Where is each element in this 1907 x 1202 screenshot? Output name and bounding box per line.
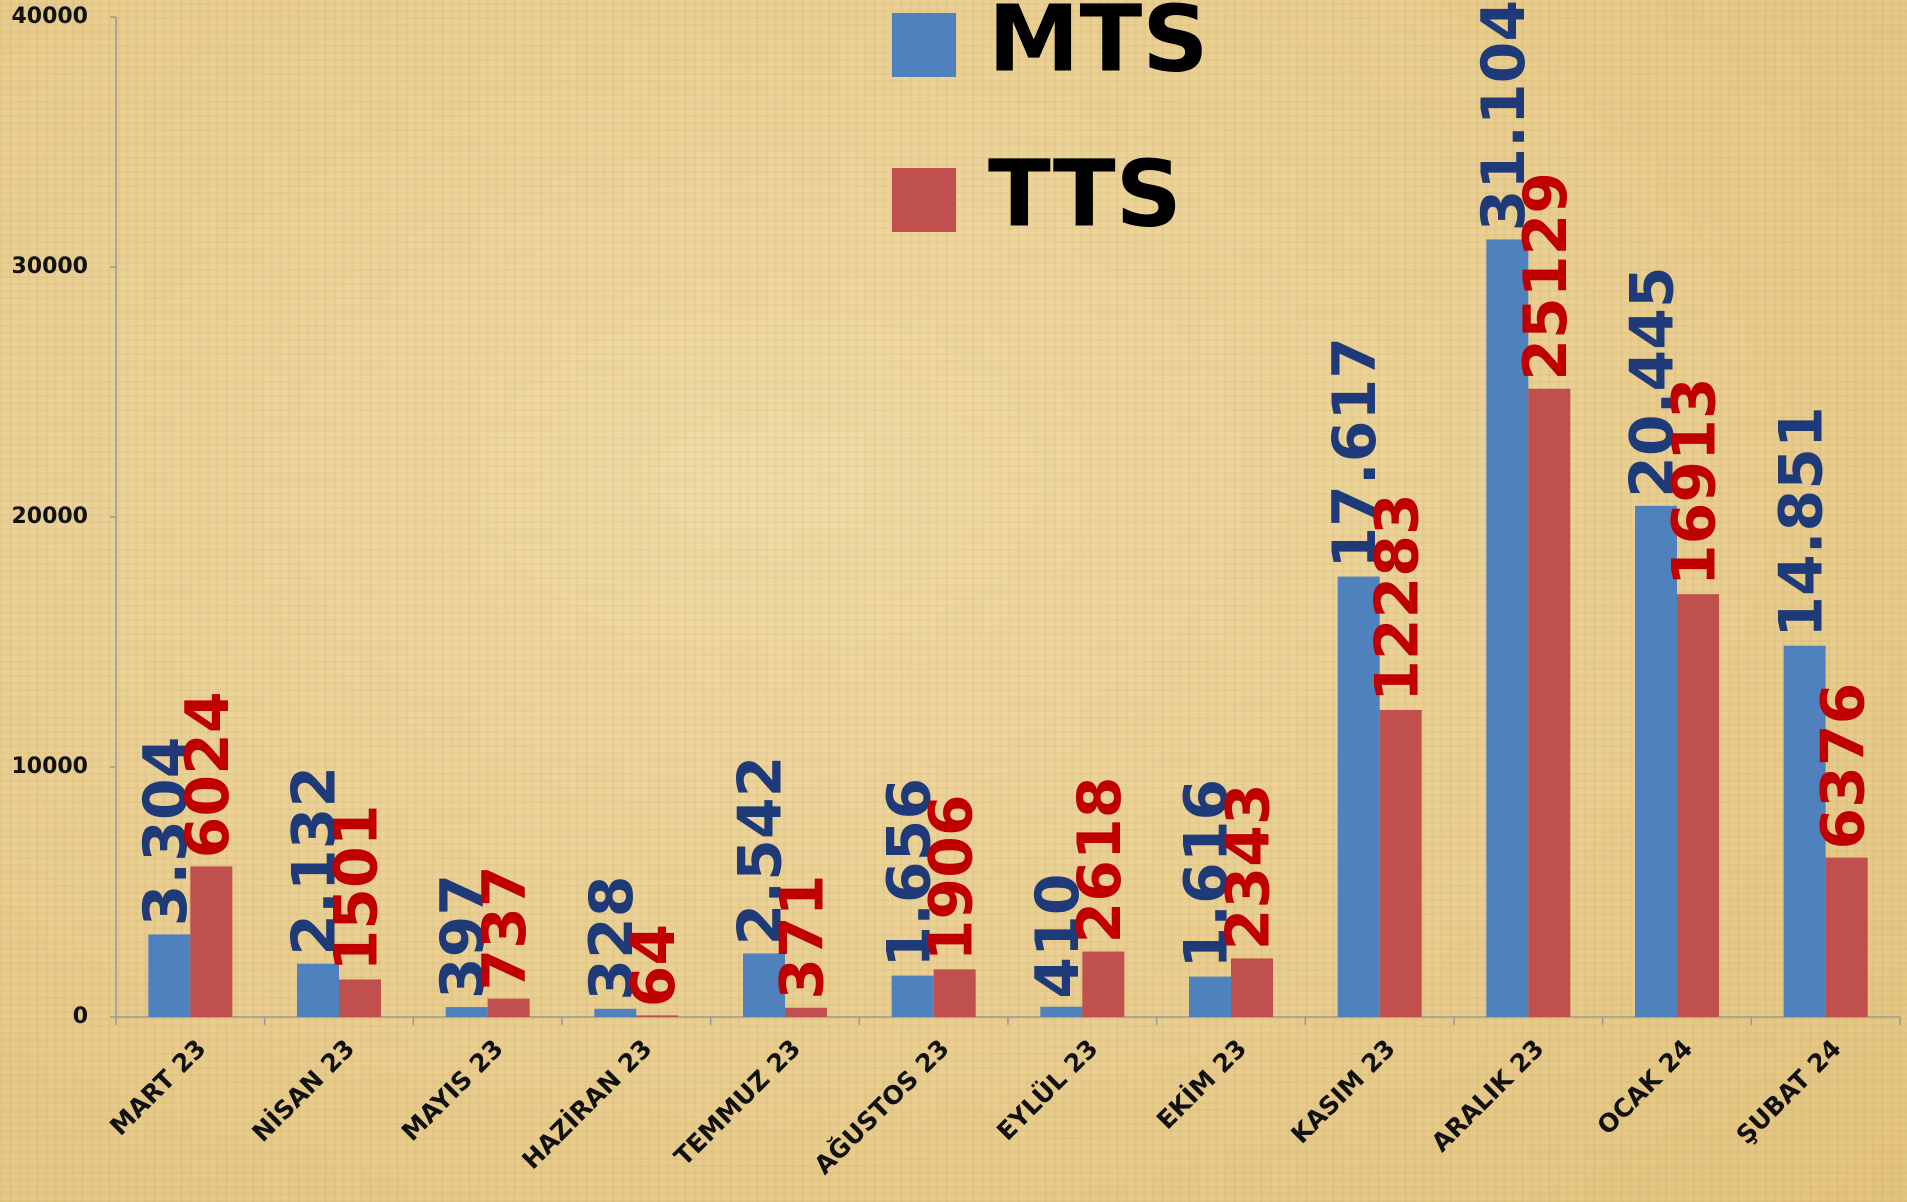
- bar: [297, 963, 339, 1017]
- y-tick-label: 30000: [11, 254, 88, 279]
- x-tick-label: EKİM 23: [1150, 1033, 1252, 1135]
- bar: [1528, 388, 1571, 1017]
- bar: [339, 979, 381, 1017]
- value-label: 328: [577, 876, 647, 1001]
- value-label: 737: [470, 865, 540, 990]
- x-tick-label: TEMMUZ 23: [668, 1034, 806, 1172]
- bar: [1783, 645, 1826, 1017]
- value-label: 17.617: [1320, 337, 1390, 569]
- value-label: 1.656: [874, 778, 944, 968]
- y-tick-label: 0: [73, 1004, 88, 1029]
- legend-swatch: [892, 168, 956, 232]
- bar: [1231, 958, 1273, 1017]
- bar: [594, 1008, 637, 1017]
- bar: [891, 975, 934, 1017]
- value-label: 25129: [1511, 172, 1581, 381]
- bar: [636, 1015, 679, 1017]
- x-tick-label: KASIM 23: [1285, 1034, 1401, 1150]
- y-tick-label: 10000: [11, 754, 88, 779]
- value-label: 2343: [1214, 783, 1284, 950]
- bar: [487, 998, 530, 1017]
- value-label: 2618: [1065, 777, 1135, 944]
- bar: [1379, 709, 1422, 1017]
- y-tick-label: 40000: [11, 4, 88, 29]
- x-tick-label: ŞUBAT 24: [1731, 1034, 1847, 1150]
- value-label: 12283: [1362, 493, 1432, 702]
- value-label: 14.851: [1766, 406, 1836, 638]
- bar: [1825, 857, 1868, 1017]
- value-label: 31.104: [1469, 0, 1539, 231]
- value-label: 64: [619, 924, 689, 1008]
- y-tick-label: 20000: [11, 504, 88, 529]
- x-tick-label: MART 23: [104, 1034, 211, 1141]
- x-tick-label: EYLÜL 23: [990, 1033, 1103, 1146]
- x-tick-label: NİSAN 23: [246, 1033, 361, 1148]
- legend-label: MTS: [988, 0, 1209, 92]
- bar: [1082, 951, 1125, 1017]
- bar: [933, 969, 976, 1017]
- bar: [1635, 505, 1677, 1017]
- value-label: 3.304: [131, 737, 201, 927]
- bar: [743, 953, 785, 1017]
- legend-swatch: [892, 13, 956, 77]
- bar: [1486, 239, 1529, 1017]
- value-label: 1501: [322, 804, 392, 971]
- value-label: 20.445: [1618, 266, 1688, 498]
- bar: [785, 1007, 827, 1017]
- bar: [148, 934, 191, 1017]
- value-label: 371: [768, 874, 838, 999]
- x-tick-label: MAYIS 23: [396, 1034, 509, 1147]
- value-label: 410: [1023, 874, 1093, 999]
- bar: [1337, 576, 1380, 1017]
- value-label: 2.132: [280, 766, 350, 956]
- bar: [1677, 594, 1719, 1017]
- x-tick-label: ARALIK 23: [1426, 1034, 1550, 1158]
- legend-label: TTS: [988, 140, 1182, 247]
- bar: [1040, 1006, 1083, 1017]
- bar: [190, 866, 233, 1017]
- value-label: 397: [428, 874, 498, 999]
- bar: [445, 1007, 488, 1017]
- x-tick-label: HAZİRAN 23: [516, 1033, 658, 1175]
- value-label: 1906: [916, 794, 986, 961]
- value-label: 6376: [1808, 683, 1878, 850]
- x-tick-label: AĞUSTOS 23: [808, 1033, 955, 1180]
- value-label: 1.616: [1172, 779, 1242, 969]
- value-label: 16913: [1660, 377, 1730, 586]
- x-tick-label: OCAK 24: [1592, 1034, 1699, 1141]
- value-label: 2.542: [726, 756, 796, 946]
- bar: [1189, 976, 1231, 1017]
- value-label: 6024: [173, 691, 243, 858]
